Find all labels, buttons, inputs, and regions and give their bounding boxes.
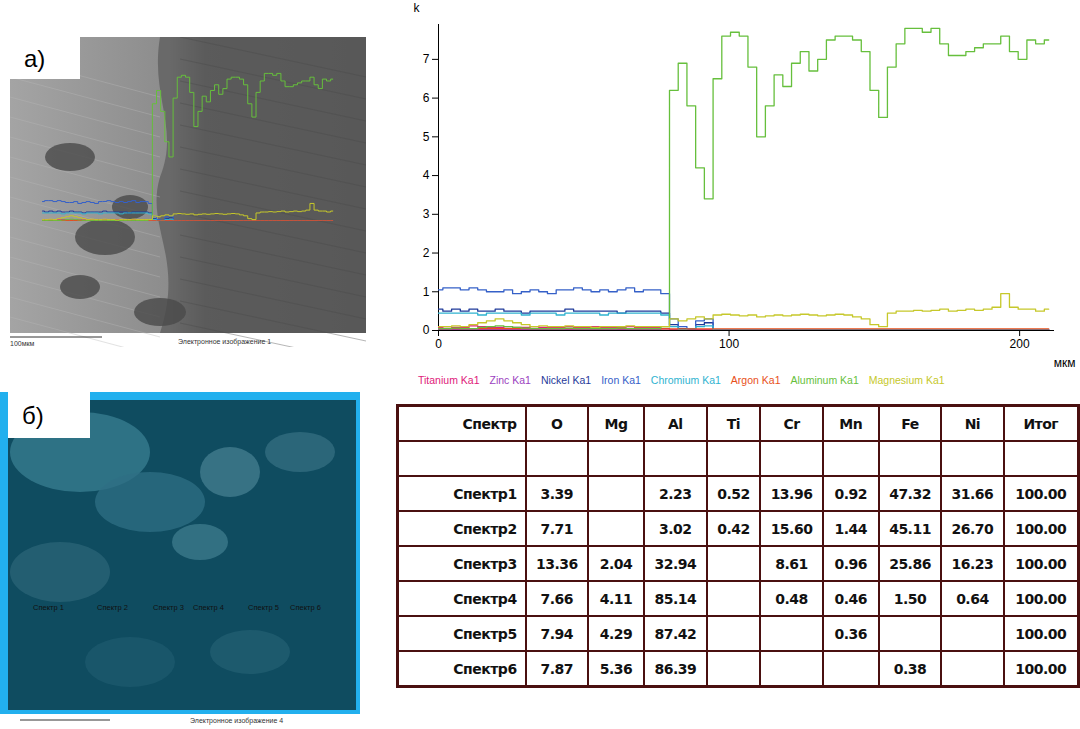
html-text:100.00: 100.00 bbox=[1015, 590, 1067, 607]
svg-text:0: 0 bbox=[435, 337, 442, 351]
html-text:0.38: 0.38 bbox=[893, 660, 927, 677]
html-text:0.48: 0.48 bbox=[775, 590, 808, 607]
svg-text:6: 6 bbox=[423, 91, 430, 105]
html-text:4.29: 4.29 bbox=[599, 625, 633, 642]
html-text:15.60: 15.60 bbox=[770, 520, 813, 537]
html-text:Спектр5: Спектр5 bbox=[453, 625, 517, 642]
html-text:Спектр: Спектр bbox=[462, 415, 517, 432]
html-text:7.71: 7.71 bbox=[540, 520, 574, 537]
svg-text:Электронное изображение 1: Электронное изображение 1 bbox=[178, 338, 271, 346]
html-text:87.42: 87.42 bbox=[654, 625, 697, 642]
html-text:Спектр1: Спектр1 bbox=[453, 485, 517, 502]
html-text:Magnesium Ka1: Magnesium Ka1 bbox=[868, 374, 945, 386]
html-text:Спектр4: Спектр4 bbox=[453, 590, 517, 607]
svg-text:а): а) bbox=[24, 45, 45, 72]
html-text:32.94: 32.94 bbox=[654, 555, 697, 572]
svg-text:4: 4 bbox=[423, 168, 430, 182]
svg-text:100: 100 bbox=[719, 337, 739, 351]
svg-text:k: k bbox=[414, 1, 421, 15]
svg-text:Спектр 3: Спектр 3 bbox=[153, 603, 184, 612]
html-text:16.23: 16.23 bbox=[951, 555, 994, 572]
html-text:0.46: 0.46 bbox=[834, 590, 867, 607]
html-text:86.39: 86.39 bbox=[654, 660, 697, 677]
html-text:4.11: 4.11 bbox=[599, 590, 633, 607]
html-text:85.14: 85.14 bbox=[654, 590, 697, 607]
html-text:13.36: 13.36 bbox=[535, 555, 578, 572]
html-text:Ti: Ti bbox=[726, 415, 741, 432]
html-text:100.00: 100.00 bbox=[1015, 520, 1067, 537]
html-text:Nickel Ka1: Nickel Ka1 bbox=[540, 374, 592, 386]
html-text:0.92: 0.92 bbox=[834, 485, 867, 502]
html-text:Iron Ka1: Iron Ka1 bbox=[601, 374, 641, 386]
html-text:13.96: 13.96 bbox=[770, 485, 813, 502]
html-text:100.00: 100.00 bbox=[1015, 660, 1067, 677]
html-text:0.96: 0.96 bbox=[834, 555, 867, 572]
svg-text:Электронное изображение 4: Электронное изображение 4 bbox=[190, 717, 283, 725]
html-text:45.11: 45.11 bbox=[889, 520, 931, 537]
html-text:Итог: Итог bbox=[1023, 415, 1059, 432]
html-text:31.66: 31.66 bbox=[951, 485, 994, 502]
html-text:26.70: 26.70 bbox=[951, 520, 994, 537]
html-text:0.36: 0.36 bbox=[834, 625, 867, 642]
html-text:Aluminum Ka1: Aluminum Ka1 bbox=[790, 374, 859, 386]
html-text:100.00: 100.00 bbox=[1015, 485, 1067, 502]
svg-text:7: 7 bbox=[423, 52, 430, 66]
html-text:1.50: 1.50 bbox=[893, 590, 927, 607]
html-text:Mg: Mg bbox=[604, 415, 628, 432]
html-text:100.00: 100.00 bbox=[1015, 555, 1067, 572]
svg-text:б): б) bbox=[22, 402, 44, 429]
html-text:Chromium Ka1: Chromium Ka1 bbox=[650, 374, 721, 386]
html-text:Спектр3: Спектр3 bbox=[453, 555, 517, 572]
html-text:2.04: 2.04 bbox=[599, 555, 633, 572]
html-text:Спектр2: Спектр2 bbox=[453, 520, 517, 537]
svg-text:Спектр 6: Спектр 6 bbox=[290, 603, 321, 612]
html-text:0.52: 0.52 bbox=[717, 485, 750, 502]
html-text:Argon Ka1: Argon Ka1 bbox=[730, 374, 781, 386]
html-text:7.66: 7.66 bbox=[540, 590, 574, 607]
html-text:7.94: 7.94 bbox=[540, 625, 574, 642]
html-text:Zinc Ka1: Zinc Ka1 bbox=[489, 374, 531, 386]
html-text:0.64: 0.64 bbox=[956, 590, 989, 607]
svg-text:Спектр 4: Спектр 4 bbox=[193, 603, 224, 612]
svg-text:1: 1 bbox=[423, 285, 430, 299]
svg-text:2: 2 bbox=[423, 246, 430, 260]
svg-text:Спектр 2: Спектр 2 bbox=[97, 603, 128, 612]
html-text:Fe: Fe bbox=[901, 415, 919, 432]
svg-text:5: 5 bbox=[423, 130, 430, 144]
html-text:Cr: Cr bbox=[783, 415, 800, 432]
svg-text:0: 0 bbox=[423, 323, 430, 337]
html-text:Ni: Ni bbox=[964, 415, 981, 432]
html-text:1.44: 1.44 bbox=[834, 520, 867, 537]
svg-text:3: 3 bbox=[423, 207, 430, 221]
html-text:0.42: 0.42 bbox=[717, 520, 750, 537]
html-text:5.36: 5.36 bbox=[599, 660, 633, 677]
html-text:25.86: 25.86 bbox=[889, 555, 931, 572]
html-text:Спектр6: Спектр6 bbox=[453, 660, 517, 677]
html-text:2.23: 2.23 bbox=[659, 485, 692, 502]
html-text:Al: Al bbox=[668, 415, 683, 432]
html-text:100.00: 100.00 bbox=[1015, 625, 1067, 642]
svg-text:мкм: мкм bbox=[1054, 356, 1076, 370]
html-text:Titanium Ka1: Titanium Ka1 bbox=[418, 374, 480, 386]
svg-text:200: 200 bbox=[1010, 337, 1030, 351]
svg-text:100мкм: 100мкм bbox=[10, 340, 35, 347]
html-text:47.32: 47.32 bbox=[889, 485, 931, 502]
html-text:O: O bbox=[551, 415, 563, 432]
svg-text:Спектр 1: Спектр 1 bbox=[33, 603, 64, 612]
svg-text:Спектр 5: Спектр 5 bbox=[248, 603, 279, 612]
html-text:8.61: 8.61 bbox=[775, 555, 808, 572]
html-text:3.02: 3.02 bbox=[659, 520, 692, 537]
html-text:3.39: 3.39 bbox=[540, 485, 574, 502]
html-text:Mn: Mn bbox=[839, 415, 863, 432]
html-text:7.87: 7.87 bbox=[540, 660, 574, 677]
